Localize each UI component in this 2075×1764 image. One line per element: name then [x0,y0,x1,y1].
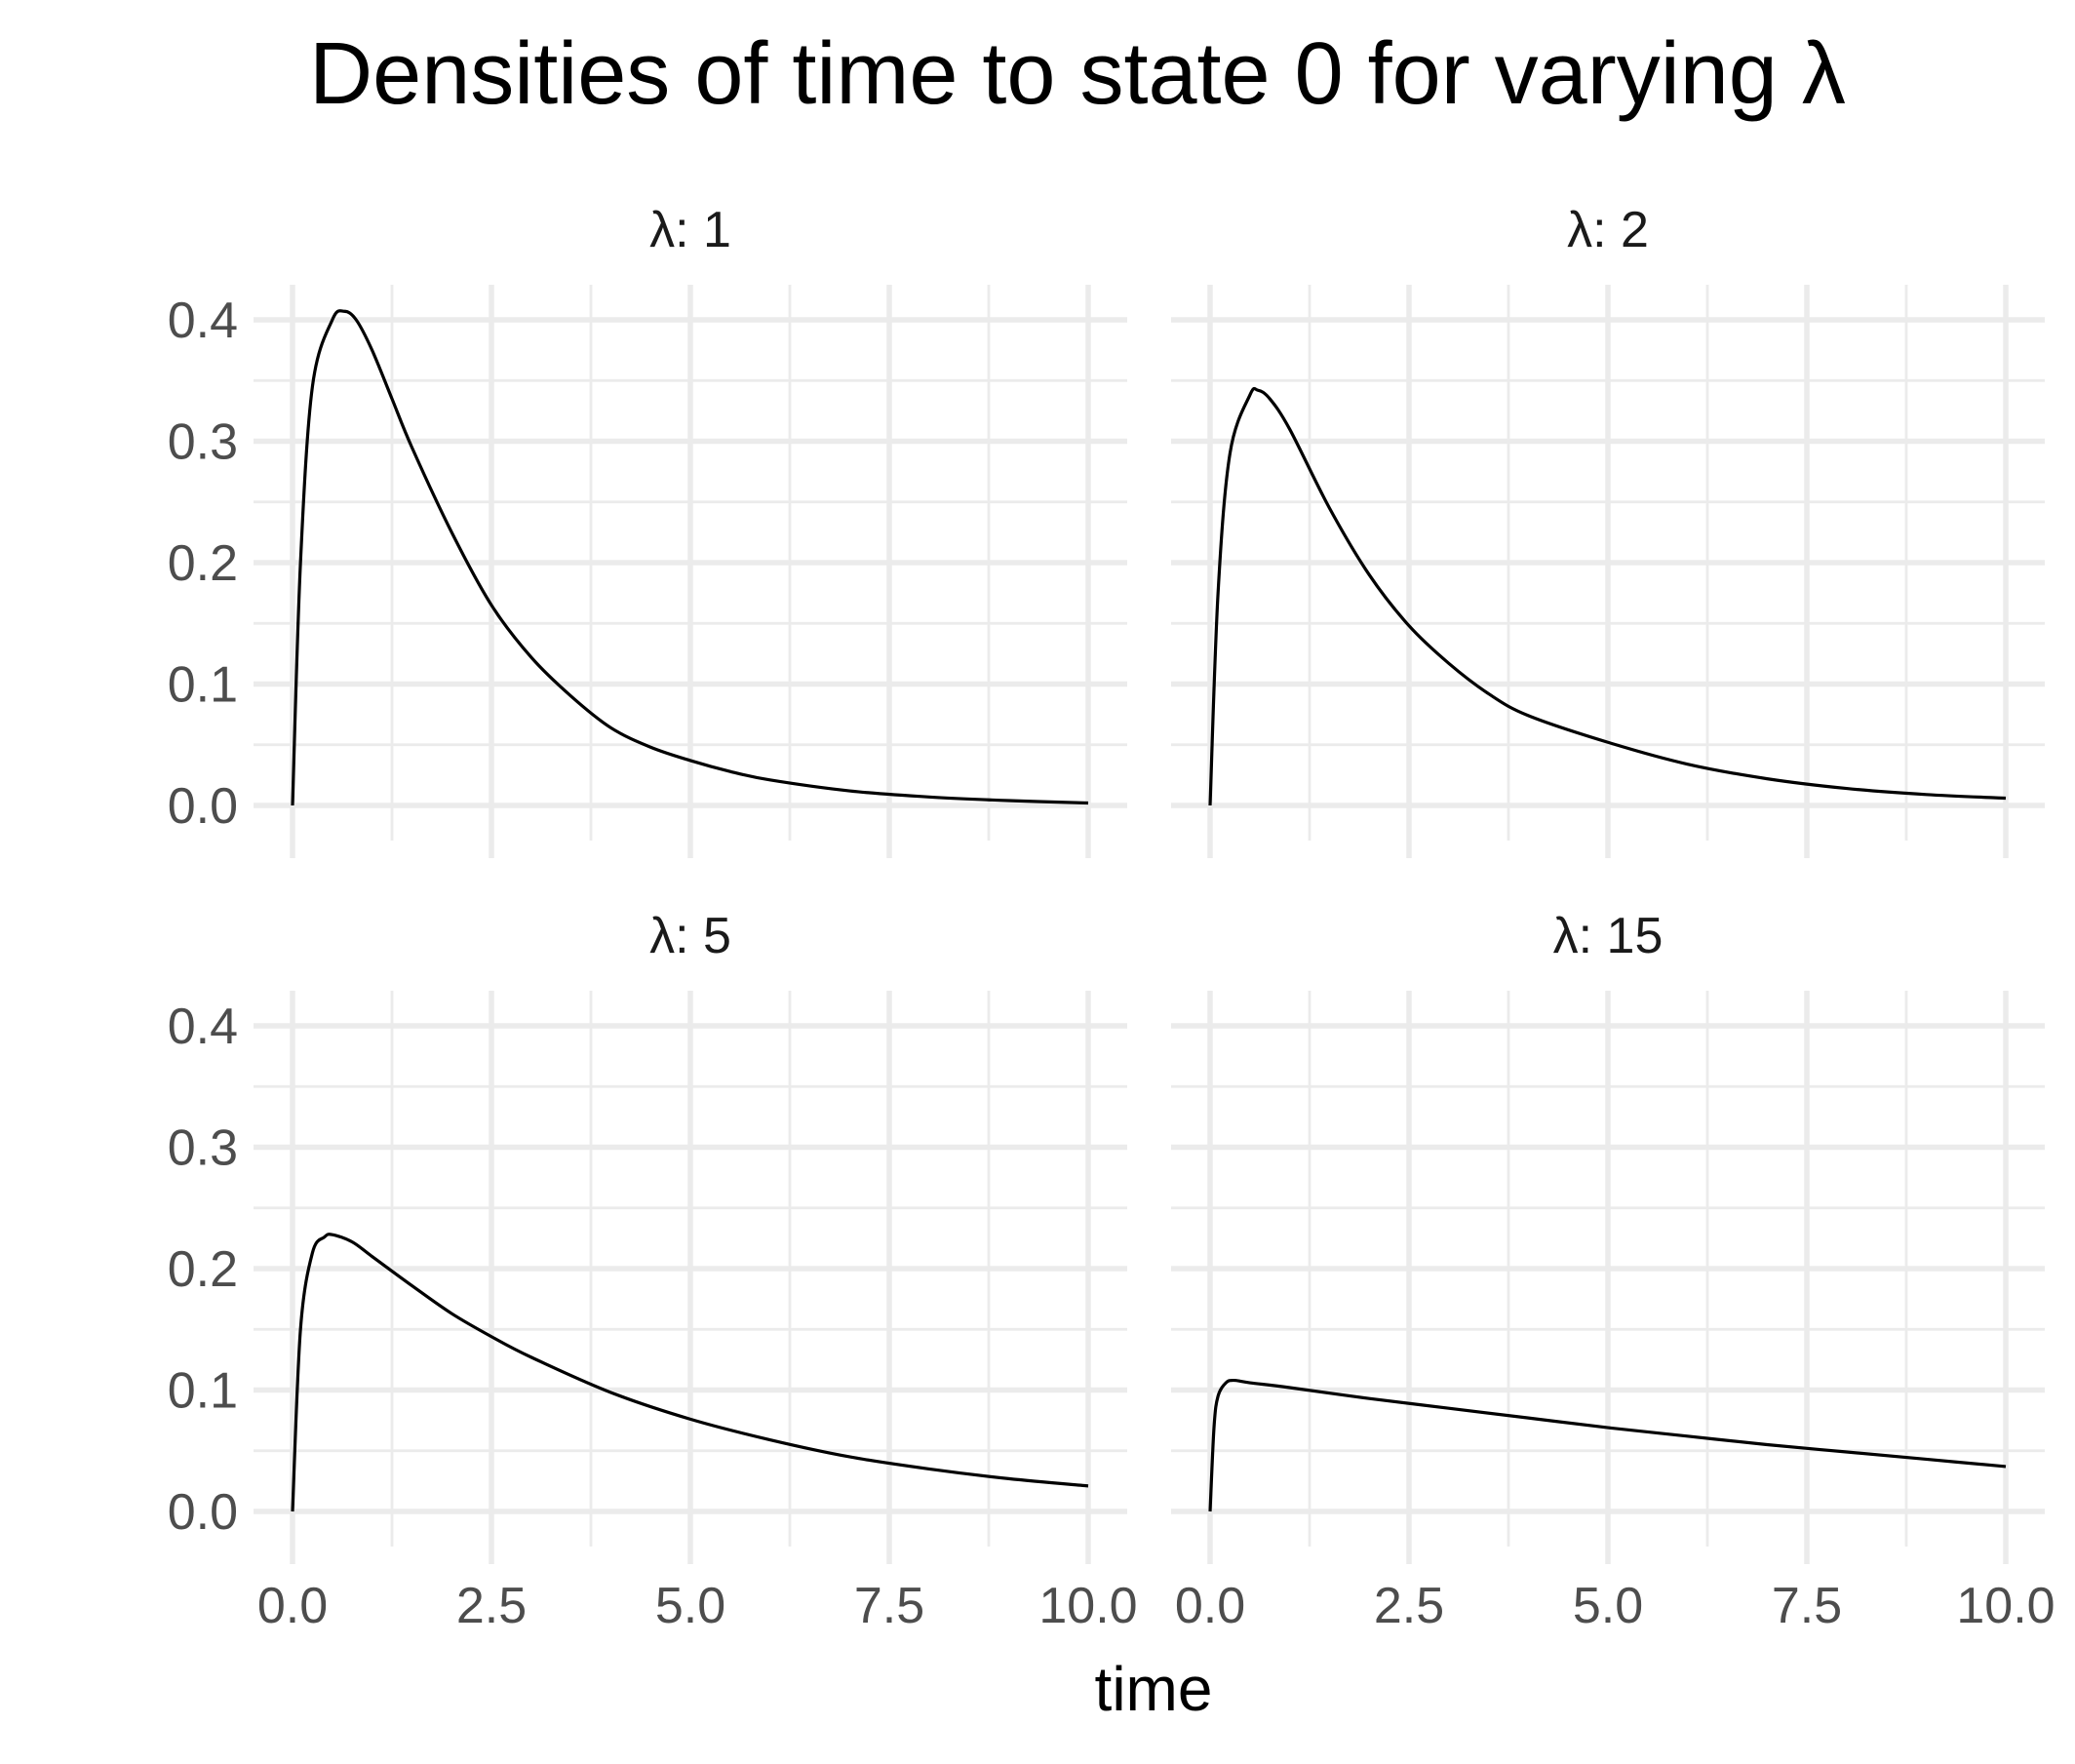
x-tick-label: 7.5 [1772,1578,1842,1634]
panel-strip-label: λ: 15 [1553,908,1664,964]
x-tick-label: 10.0 [1956,1578,2055,1634]
panel-strip-label: λ: 2 [1567,202,1649,258]
density-curve [1208,1378,2007,1512]
panel-4: λ: 15 0.0 2.5 5.0 7.5 10.0 [1171,908,2055,1634]
panels-layer: λ: 1 0.0 0.1 0.2 0.3 0.4 λ: 2 λ: 5 0.0 0.1 0.2 0.3 0… [168,202,2055,1634]
density-curve [291,309,1089,806]
y-tick-label: 0.2 [168,535,238,592]
y-tick-label: 0.3 [168,1120,238,1177]
x-tick-label: 2.5 [456,1578,527,1634]
x-tick-label: 10.0 [1038,1578,1137,1634]
density-curve [1208,386,2007,806]
panel-strip-label: λ: 1 [649,202,731,258]
panel-1: λ: 1 0.0 0.1 0.2 0.3 0.4 [168,202,1127,858]
x-tick-label: 2.5 [1374,1578,1444,1634]
y-tick-label: 0.1 [168,657,238,714]
x-tick-label: 0.0 [1175,1578,1245,1634]
x-axis-label: time [1095,1654,1213,1724]
panel-2: λ: 2 [1171,202,2045,858]
panel-3: λ: 5 0.0 0.1 0.2 0.3 0.4 0.0 2.5 5.0 7.5 10.0 [168,908,1138,1634]
y-tick-label: 0.0 [168,778,238,835]
y-tick-label: 0.1 [168,1363,238,1420]
y-tick-label: 0.4 [168,293,238,349]
density-curve [291,1233,1089,1512]
y-tick-label: 0.0 [168,1484,238,1541]
x-tick-label: 5.0 [1573,1578,1643,1634]
panel-strip-label: λ: 5 [649,908,731,964]
x-tick-label: 7.5 [854,1578,924,1634]
chart-title: Densities of time to state 0 for varying… [309,25,1846,123]
y-tick-label: 0.4 [168,999,238,1055]
x-tick-label: 5.0 [655,1578,725,1634]
x-tick-label: 0.0 [257,1578,328,1634]
y-tick-label: 0.2 [168,1241,238,1298]
y-tick-label: 0.3 [168,414,238,471]
